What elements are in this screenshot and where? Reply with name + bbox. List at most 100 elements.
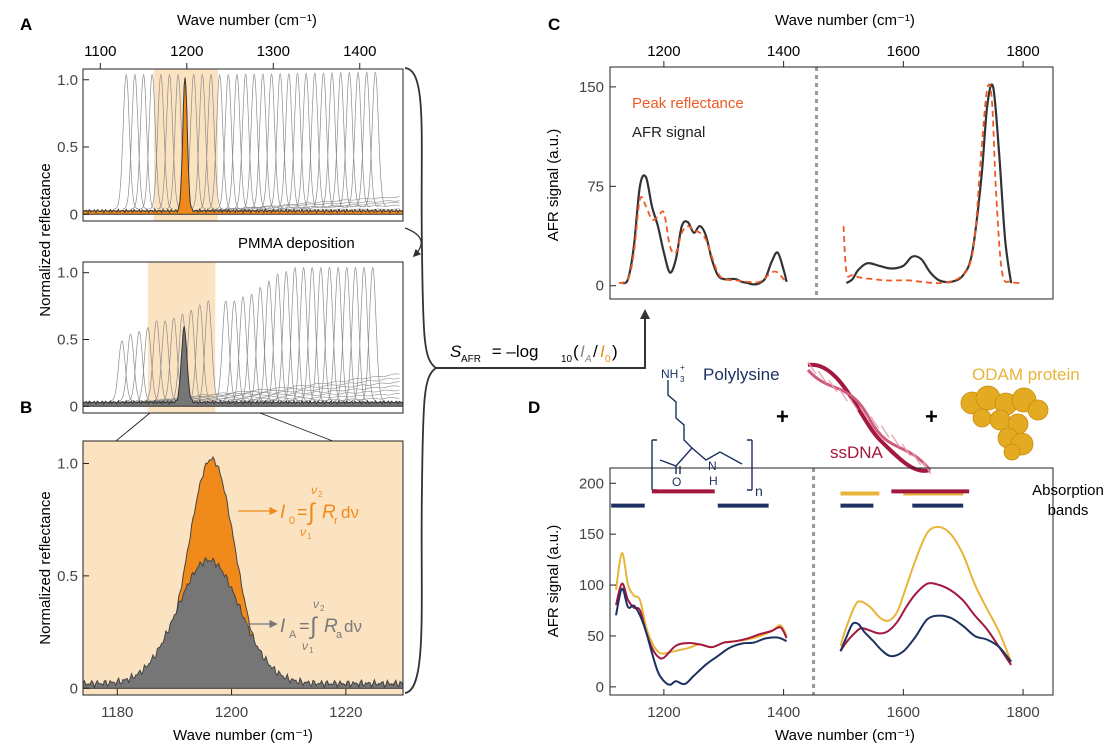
dna-rung (870, 416, 880, 429)
panel-a-bottom-y-ticks: 0 0.5 1.0 (57, 265, 89, 415)
pmma-arrow (404, 227, 422, 258)
gray-peak (216, 73, 241, 210)
ssdna-strand-b (806, 369, 932, 471)
panel-a-top-y-ticks: 0 0.5 1.0 (57, 72, 89, 223)
ia-equals: = (299, 616, 310, 636)
formula-close-paren: ) (612, 342, 618, 361)
gray-peak (122, 74, 148, 210)
panel-d: 1200 1400 1600 1800 0 50 100 150 200 AFR signal … (545, 467, 1104, 744)
gray-peak (328, 72, 354, 208)
analyte-peak-area (83, 556, 403, 690)
gray-peak (148, 74, 173, 210)
panel-d-axes: 1200 1400 1600 1800 0 50 100 150 200 (579, 475, 1040, 721)
x-tick-label: 1220 (329, 704, 362, 721)
ia-subscript: A (289, 629, 297, 641)
plus-sign-1: + (776, 404, 789, 429)
x-tick-label: 1400 (767, 704, 800, 721)
panel-a-bottom-plot (83, 262, 403, 413)
gray-peak (207, 74, 232, 210)
formula-ia: I (580, 342, 585, 361)
i0-upper-limit: ν (311, 483, 317, 497)
panel-b-frame (82, 440, 404, 696)
panel-c-top-axis-title: Wave number (cm⁻¹) (775, 12, 915, 29)
y-tick-label: 150 (579, 79, 604, 96)
i0-equals: = (297, 502, 308, 522)
gray-peak (118, 333, 143, 402)
dna-rung (817, 370, 827, 384)
ia-lower-limit: ν (302, 639, 308, 653)
y-tick-label: 100 (579, 577, 604, 594)
gray-peak (259, 73, 284, 209)
formula-i0-sub: 0 (605, 354, 611, 365)
dna-rung (807, 361, 817, 375)
backbone-tail (719, 451, 743, 465)
gray-peak (302, 72, 328, 208)
gray-peak (311, 72, 336, 208)
formula-s: S (450, 342, 462, 361)
gray-peak (239, 293, 264, 402)
y-tick-label: 75 (587, 178, 604, 195)
y-tick-label: 1.0 (57, 455, 78, 472)
dna-rung (849, 398, 859, 411)
panel-a-top-axis-title: Wave number (cm⁻¹) (177, 12, 317, 29)
ia-symbol: I (280, 616, 286, 637)
x-tick-label: 1200 (215, 704, 248, 721)
formula-open-paren: ( (573, 342, 579, 361)
x-tick-label: 1200 (647, 43, 680, 60)
i0-subscript: 0 (289, 515, 295, 527)
y-tick-label: 0.5 (57, 568, 78, 585)
ia-integral: ∫ (308, 613, 318, 640)
x-tick-label: 1600 (887, 704, 920, 721)
panel-label-b: B (20, 398, 32, 417)
ia-upper-limit-sub: 2 (320, 604, 325, 613)
polylysine-label: Polylysine (703, 365, 780, 384)
polylysine-side-chain (667, 380, 693, 449)
i0-integrand-sub: r (334, 515, 338, 527)
ia-integrand-sub: a (336, 629, 343, 641)
formula-log-sub: 10 (561, 354, 573, 365)
dna-rung (912, 452, 922, 466)
carbonyl-bond (675, 466, 681, 474)
gray-peak (196, 300, 221, 402)
x-tick-label: 1600 (887, 43, 920, 60)
gray-peak (157, 74, 182, 210)
x-tick-label: 1300 (257, 43, 290, 60)
repeat-n-label: n (755, 483, 763, 499)
x-tick-label: 1800 (1006, 43, 1039, 60)
hydrogen-label: H (709, 474, 718, 488)
legend-afr-signal: AFR signal (632, 124, 705, 141)
pmma-label: PMMA deposition (238, 235, 355, 252)
x-tick-label: 1800 (1006, 704, 1039, 721)
oxygen-label: O (672, 475, 681, 489)
absorption-label-line1: Absorption (1032, 482, 1104, 499)
y-tick-label: 0 (596, 278, 604, 295)
molecule-illustrations: NH 3 + O N H n Polylysine + ssDNA + (651, 361, 1080, 499)
x-tick-label: 1200 (647, 704, 680, 721)
y-tick-label: 0 (70, 206, 78, 223)
panel-label-c: C (548, 15, 560, 34)
panel-d-plot (611, 468, 1013, 695)
series-line-gold (839, 525, 1013, 663)
gray-peak (337, 72, 362, 208)
gray-peak (265, 273, 290, 402)
y-tick-label: 200 (579, 475, 604, 492)
formula-slash: / (593, 342, 598, 361)
panel-label-d: D (528, 398, 540, 417)
gray-peak (354, 71, 379, 207)
polylysine-atoms: NH 3 + O N H n (661, 363, 763, 499)
gray-peak (319, 72, 345, 208)
gray-peak (293, 72, 319, 208)
dna-rung (828, 379, 838, 393)
highlighted-peak-fill (83, 77, 403, 215)
dna-rung (891, 434, 901, 448)
gray-peak (291, 266, 316, 402)
dna-rung (901, 443, 911, 457)
i0-symbol: I (280, 502, 286, 523)
gray-peak (363, 71, 388, 207)
gray-peak (300, 266, 325, 402)
x-tick-label: 1200 (170, 43, 203, 60)
y-tick-label: 0 (70, 680, 78, 697)
panel-a-bottom-frame (82, 261, 404, 414)
formula-arrow (436, 309, 650, 369)
